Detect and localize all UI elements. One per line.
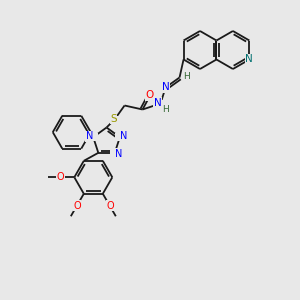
FancyBboxPatch shape xyxy=(89,133,98,141)
Text: N: N xyxy=(85,131,93,141)
FancyBboxPatch shape xyxy=(110,116,119,124)
FancyBboxPatch shape xyxy=(89,133,98,141)
FancyBboxPatch shape xyxy=(245,56,254,64)
Text: H: H xyxy=(183,72,190,81)
FancyBboxPatch shape xyxy=(156,100,165,107)
FancyBboxPatch shape xyxy=(105,202,114,210)
FancyBboxPatch shape xyxy=(110,149,119,157)
FancyBboxPatch shape xyxy=(72,202,81,210)
Text: N: N xyxy=(162,82,170,92)
FancyBboxPatch shape xyxy=(145,92,154,101)
Text: H: H xyxy=(162,105,169,114)
FancyBboxPatch shape xyxy=(161,83,170,92)
Text: N: N xyxy=(115,149,122,159)
Text: S: S xyxy=(110,113,117,124)
Text: O: O xyxy=(106,201,114,211)
Text: O: O xyxy=(56,172,64,182)
FancyBboxPatch shape xyxy=(56,173,65,181)
Text: O: O xyxy=(73,201,81,211)
Text: O: O xyxy=(146,91,154,100)
Text: N: N xyxy=(154,98,161,107)
Text: N: N xyxy=(85,131,93,141)
Text: N: N xyxy=(120,131,128,141)
Text: N: N xyxy=(245,55,253,64)
FancyBboxPatch shape xyxy=(116,133,124,141)
